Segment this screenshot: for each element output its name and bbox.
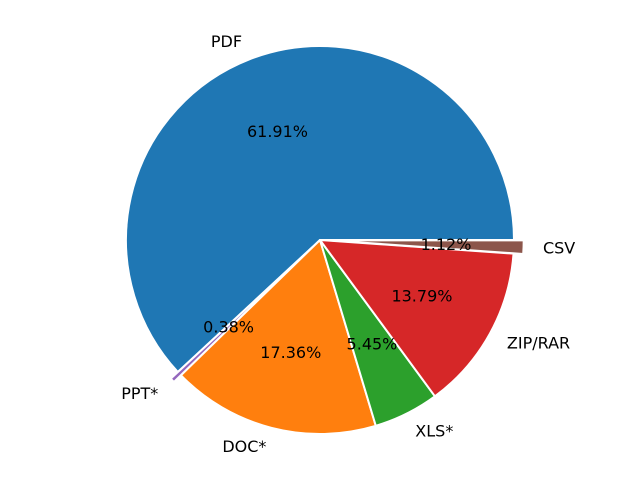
pie-slice-zip-rar — [319, 239, 515, 398]
pct-label-xls: 5.45% — [347, 335, 398, 354]
pie-slice-pdf — [125, 45, 515, 373]
pct-label-pdf: 61.91% — [247, 122, 308, 141]
slice-label-ppt: PPT* — [121, 384, 158, 403]
pct-label-doc: 17.36% — [260, 343, 321, 362]
pie-slices — [125, 45, 525, 435]
pie-slice-csv — [328, 239, 525, 255]
pct-label-zip-rar: 13.79% — [391, 287, 452, 306]
pct-label-csv: 1.12% — [421, 235, 472, 254]
slice-label-xls: XLS* — [415, 421, 453, 440]
pct-label-ppt: 0.38% — [203, 317, 254, 336]
pie-slice-doc — [179, 239, 377, 435]
slice-label-pdf: PDF — [211, 32, 242, 51]
slice-label-zip-rar: ZIP/RAR — [507, 333, 570, 352]
slice-label-doc: DOC* — [222, 437, 266, 456]
pie-labels: 61.91% PDF 0.38% PPT* 17.36% DOC* 5.45% XLS* 13.… — [121, 32, 575, 456]
slice-label-csv: CSV — [543, 238, 575, 257]
